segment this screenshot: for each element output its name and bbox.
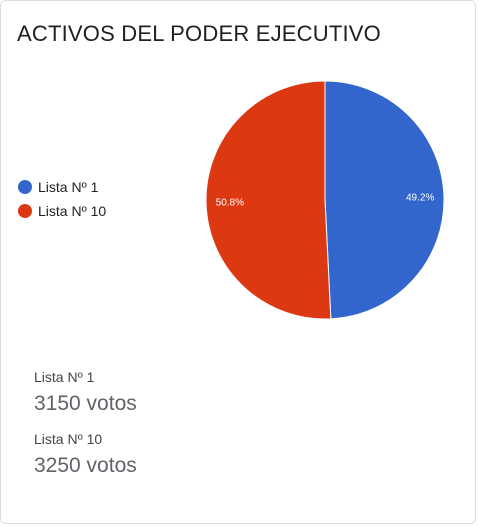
stat-value-lista-1: 3150 votos bbox=[34, 392, 137, 415]
stat-value-lista-10: 3250 votos bbox=[34, 454, 137, 477]
vote-summary: Lista Nº 1 3150 votos Lista Nº 10 3250 v… bbox=[34, 368, 137, 492]
stat-lista-1: Lista Nº 1 3150 votos bbox=[34, 368, 137, 418]
legend-swatch-lista-10 bbox=[18, 204, 32, 218]
legend-label-lista-10: Lista Nº 10 bbox=[38, 203, 107, 219]
stat-name-lista-1: Lista Nº 1 bbox=[34, 369, 95, 385]
pie-label-1: 49.2% bbox=[406, 193, 434, 204]
pie-chart: 49.2% 50.8% bbox=[205, 80, 445, 320]
stat-lista-10: Lista Nº 10 3250 votos bbox=[34, 430, 137, 480]
legend-item-lista-10[interactable]: Lista Nº 10 bbox=[18, 202, 106, 220]
legend-swatch-lista-1 bbox=[18, 180, 32, 194]
pie-slice-2[interactable] bbox=[205, 80, 332, 320]
legend-item-lista-1[interactable]: Lista Nº 1 bbox=[18, 178, 106, 196]
legend: Lista Nº 1 Lista Nº 10 bbox=[18, 178, 106, 226]
stat-name-lista-10: Lista Nº 10 bbox=[34, 431, 103, 447]
pie-slice-1[interactable] bbox=[324, 80, 445, 320]
legend-label-lista-1: Lista Nº 1 bbox=[38, 179, 99, 195]
pie-label-2: 50.8% bbox=[216, 197, 244, 208]
chart-title: ACTIVOS DEL PODER EJECUTIVO bbox=[17, 21, 381, 46]
